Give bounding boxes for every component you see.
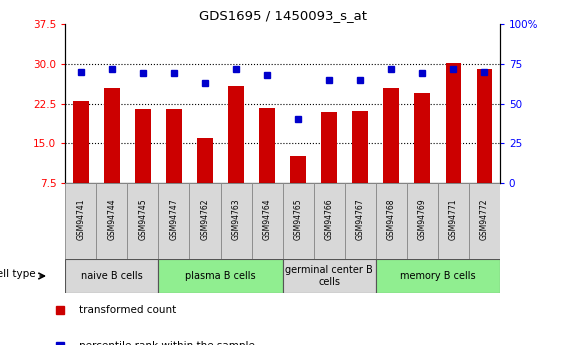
FancyBboxPatch shape — [438, 183, 469, 259]
FancyBboxPatch shape — [283, 183, 314, 259]
Text: memory B cells: memory B cells — [400, 271, 475, 281]
Text: percentile rank within the sample: percentile rank within the sample — [80, 341, 255, 345]
Bar — [383, 88, 399, 223]
Bar — [135, 109, 151, 223]
Text: naive B cells: naive B cells — [81, 271, 143, 281]
Text: transformed count: transformed count — [80, 305, 177, 315]
Text: GSM94771: GSM94771 — [449, 198, 458, 240]
Bar — [445, 63, 461, 223]
Bar — [228, 86, 244, 223]
Bar — [260, 108, 275, 223]
FancyBboxPatch shape — [283, 259, 375, 293]
Text: GSM94765: GSM94765 — [294, 198, 303, 240]
Bar — [415, 93, 430, 223]
Text: GSM94768: GSM94768 — [387, 198, 396, 240]
Text: GSM94747: GSM94747 — [169, 198, 178, 240]
FancyBboxPatch shape — [375, 259, 500, 293]
Text: GSM94745: GSM94745 — [139, 198, 148, 240]
Bar — [290, 156, 306, 223]
Bar — [197, 138, 213, 223]
FancyBboxPatch shape — [345, 183, 375, 259]
FancyBboxPatch shape — [97, 183, 127, 259]
Bar — [104, 88, 120, 223]
Text: GSM94763: GSM94763 — [232, 198, 240, 240]
Bar — [477, 69, 492, 223]
Text: cell type: cell type — [0, 269, 36, 279]
FancyBboxPatch shape — [65, 259, 158, 293]
FancyBboxPatch shape — [158, 259, 283, 293]
FancyBboxPatch shape — [65, 183, 97, 259]
Text: germinal center B
cells: germinal center B cells — [285, 265, 373, 287]
Bar — [352, 111, 368, 223]
FancyBboxPatch shape — [314, 183, 345, 259]
Bar — [321, 112, 337, 223]
FancyBboxPatch shape — [252, 183, 283, 259]
Text: GSM94744: GSM94744 — [107, 198, 116, 240]
Bar — [166, 109, 182, 223]
Text: GSM94741: GSM94741 — [76, 198, 85, 240]
Text: GSM94764: GSM94764 — [262, 198, 272, 240]
FancyBboxPatch shape — [407, 183, 438, 259]
FancyBboxPatch shape — [190, 183, 220, 259]
Title: GDS1695 / 1450093_s_at: GDS1695 / 1450093_s_at — [199, 9, 366, 22]
Text: GSM94762: GSM94762 — [201, 198, 210, 240]
Text: plasma B cells: plasma B cells — [185, 271, 256, 281]
FancyBboxPatch shape — [375, 183, 407, 259]
Text: GSM94769: GSM94769 — [417, 198, 427, 240]
Bar — [73, 101, 89, 223]
FancyBboxPatch shape — [469, 183, 500, 259]
FancyBboxPatch shape — [158, 183, 190, 259]
Text: GSM94767: GSM94767 — [356, 198, 365, 240]
FancyBboxPatch shape — [127, 183, 158, 259]
Text: GSM94772: GSM94772 — [480, 198, 489, 240]
Text: GSM94766: GSM94766 — [325, 198, 333, 240]
FancyBboxPatch shape — [220, 183, 252, 259]
